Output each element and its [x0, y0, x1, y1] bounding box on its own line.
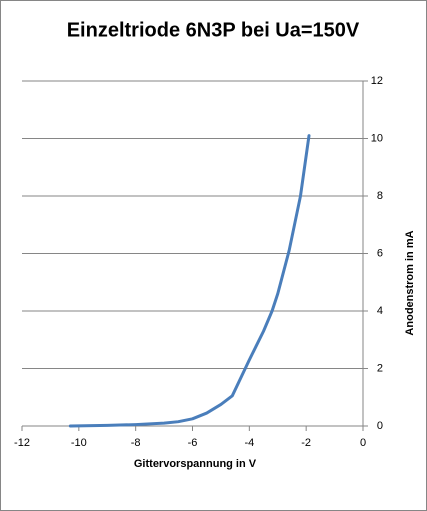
- chart-title: Einzeltriode 6N3P bei Ua=150V: [67, 19, 360, 41]
- y-tick-label: 12: [371, 75, 383, 87]
- x-tick-label: -12: [14, 437, 30, 449]
- x-tick-label: -10: [71, 437, 87, 449]
- y-tick-label: 8: [377, 190, 383, 202]
- y-tick-label: 0: [377, 420, 383, 432]
- y-axis-title: Anodenstrom in mA: [404, 230, 416, 335]
- y-tick-label: 10: [371, 132, 383, 144]
- x-tick-label: -8: [131, 437, 141, 449]
- data-line: [68, 134, 311, 428]
- x-tick-label: 0: [360, 437, 366, 449]
- x-tick-label: -2: [301, 437, 311, 449]
- x-axis-title: Gittervorspannung in V: [134, 458, 257, 470]
- y-tick-label: 2: [377, 362, 383, 374]
- x-tick-label: -4: [244, 437, 254, 449]
- y-tick-label: 4: [377, 305, 383, 317]
- y-tick-label: 6: [377, 247, 383, 259]
- x-tick-label: -6: [188, 437, 198, 449]
